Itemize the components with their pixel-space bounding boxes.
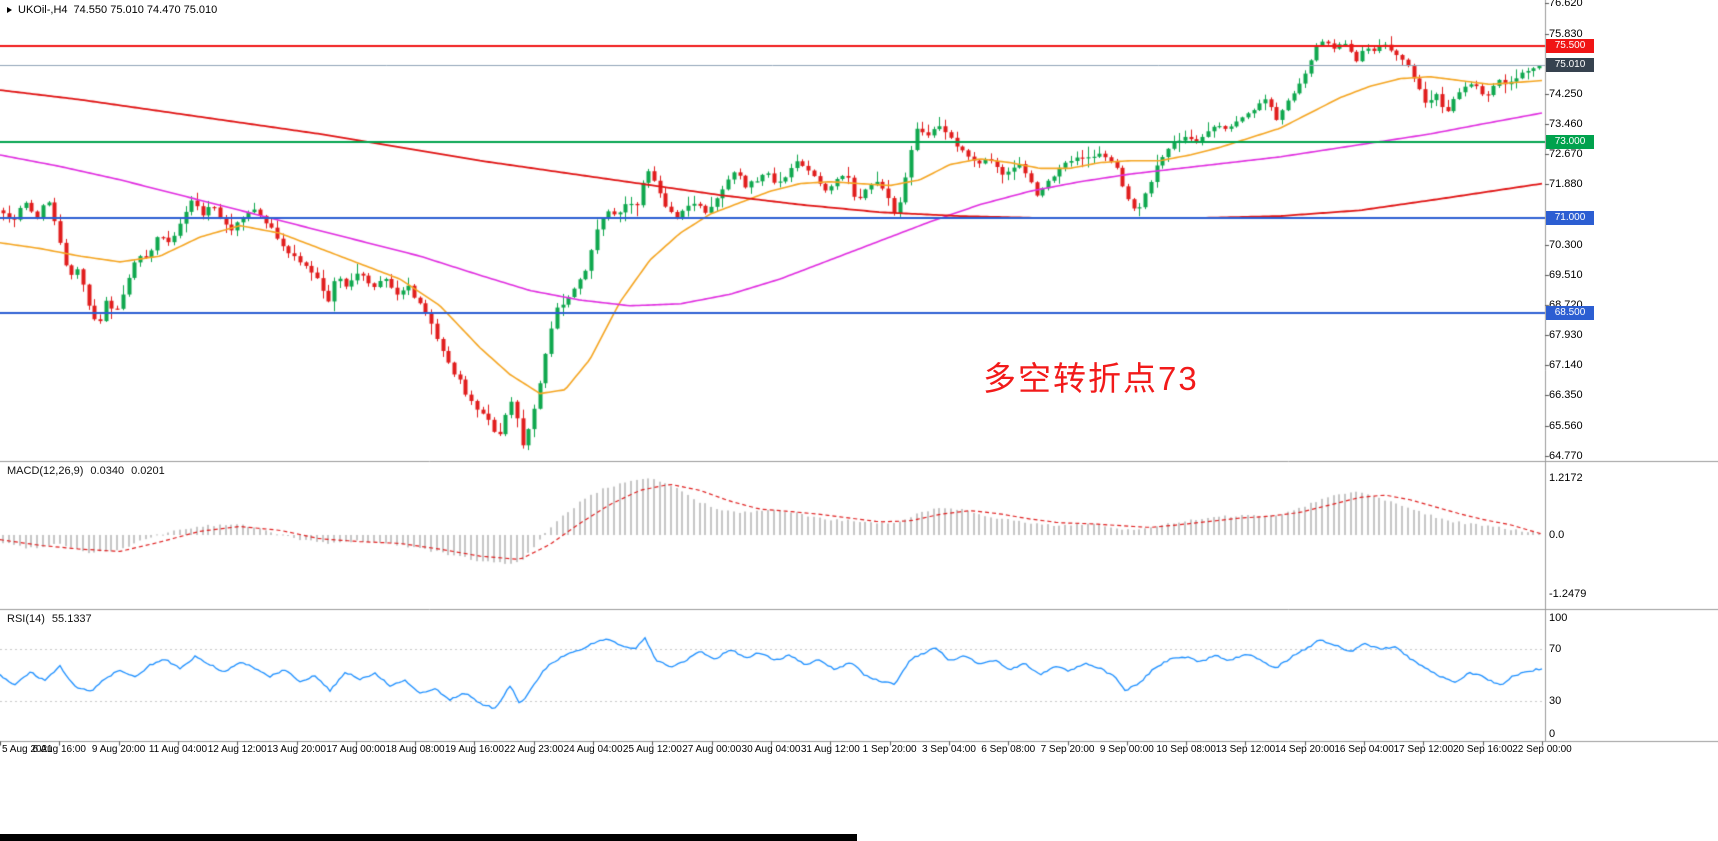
time-axis-label: 19 Aug 16:00 [444, 744, 504, 755]
bottom-bar [0, 834, 857, 841]
time-axis-label: 13 Aug 20:00 [267, 744, 327, 755]
macd-main-value: 0.0340 [90, 465, 125, 477]
time-axis-label: 31 Aug 12:00 [800, 744, 860, 755]
time-axis-label: 18 Aug 08:00 [385, 744, 445, 755]
rsi-scale-label: 70 [1549, 643, 1562, 655]
time-axis-label: 20 Sep 16:00 [1452, 744, 1513, 755]
price-tag-75.010: 75.010 [1546, 57, 1594, 72]
price-tag-68.500: 68.500 [1546, 306, 1594, 321]
time-axis-label: 9 Aug 20:00 [91, 744, 146, 755]
time-axis-label: 22 Aug 23:00 [504, 744, 564, 755]
price-axis-label: 72.670 [1549, 148, 1583, 161]
time-axis-label: 1 Sep 20:00 [862, 744, 917, 755]
time-axis-label: 10 Sep 08:00 [1156, 744, 1216, 755]
price-axis-label: 66.350 [1549, 389, 1583, 402]
time-axis-label: 14 Sep 20:00 [1275, 744, 1335, 755]
macd-scale-label: 0.0 [1549, 529, 1565, 541]
price-axis-label: 67.140 [1549, 359, 1583, 372]
macd-signal-value: 0.0201 [131, 465, 165, 477]
price-axis-label: 69.510 [1549, 268, 1583, 281]
price-axis-label: 76.620 [1549, 0, 1583, 10]
time-axis-label: 27 Aug 00:00 [682, 744, 742, 755]
price-axis-label: 64.770 [1549, 449, 1583, 462]
macd-indicator-label: MACD(12,26,9) 0.0340 0.0201 [7, 465, 165, 477]
time-axis-label: 6 Aug 16:00 [32, 744, 86, 755]
macd-scale-label: -1.2479 [1549, 587, 1587, 600]
price-axis-label: 65.560 [1549, 419, 1583, 432]
time-axis-label: 22 Sep 00:00 [1512, 744, 1572, 755]
price-tag-73.000: 73.000 [1546, 134, 1594, 149]
time-axis-label: 17 Sep 12:00 [1393, 744, 1454, 755]
rsi-name: RSI(14) [7, 613, 45, 625]
time-axis-label: 13 Sep 12:00 [1215, 744, 1276, 755]
price-axis-label: 73.460 [1549, 118, 1583, 131]
price-axis-label: 75.830 [1549, 27, 1583, 40]
symbol-timeframe-label: UKOil-,H4 [18, 4, 68, 16]
time-axis-label: 25 Aug 12:00 [622, 744, 682, 755]
price-axis-label: 70.300 [1549, 238, 1583, 251]
time-axis-label: 24 Aug 04:00 [563, 744, 623, 755]
rsi-scale-label: 0 [1549, 728, 1556, 740]
chart-annotation-text: 多空转折点73 [983, 360, 1199, 397]
price-axis-label: 71.880 [1549, 178, 1583, 191]
time-axis-label: 17 Aug 00:00 [326, 744, 386, 755]
price-tag-71.000: 71.000 [1546, 210, 1594, 225]
time-axis-label: 7 Sep 20:00 [1040, 744, 1095, 755]
time-axis-label: 9 Sep 00:00 [1099, 744, 1154, 755]
macd-scale-label: 1.2172 [1549, 471, 1583, 484]
rsi-value: 55.1337 [51, 613, 92, 625]
time-axis-label: 16 Sep 04:00 [1334, 744, 1394, 755]
rsi-indicator-label: RSI(14) 55.1337 [7, 613, 92, 625]
chart-title: UKOil-,H4 74.550 75.010 74.470 75.010 [7, 4, 217, 16]
time-axis-label: 12 Aug 12:00 [207, 744, 267, 755]
price-axis-label: 67.930 [1549, 329, 1583, 342]
macd-name: MACD(12,26,9) [7, 465, 84, 477]
price-tag-75.500: 75.500 [1546, 39, 1594, 54]
price-axis-label: 74.250 [1549, 87, 1583, 100]
time-axis-label: 5 Aug 2021 [2, 744, 53, 755]
ohlc-values-label: 74.550 75.010 74.470 75.010 [73, 4, 218, 16]
rsi-scale-label: 100 [1549, 612, 1568, 624]
chart-marker-icon [7, 7, 12, 13]
time-axis-label: 6 Sep 08:00 [981, 744, 1036, 755]
time-axis-label: 3 Sep 04:00 [921, 744, 976, 755]
time-axis-label: 11 Aug 04:00 [148, 744, 208, 755]
time-axis-label: 30 Aug 04:00 [741, 744, 801, 755]
rsi-scale-label: 30 [1549, 695, 1562, 707]
